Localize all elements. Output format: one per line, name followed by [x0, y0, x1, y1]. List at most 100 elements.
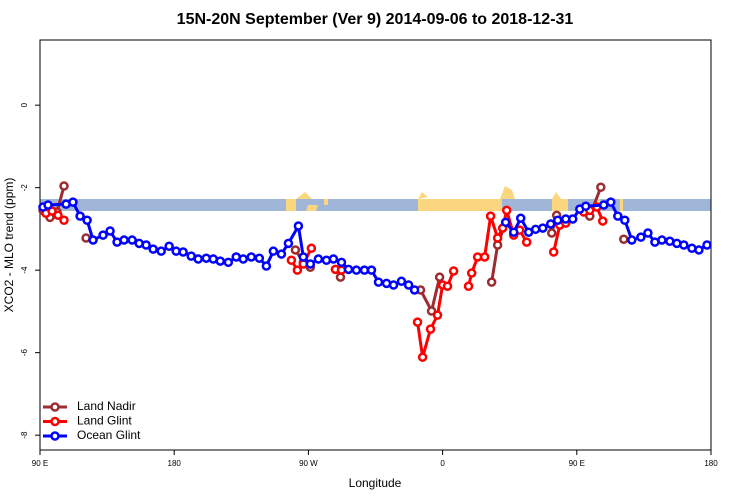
- legend-marker: [50, 416, 60, 427]
- data-point: [261, 261, 272, 271]
- chart-title: 15N-20N September (Ver 9) 2014-09-06 to …: [177, 11, 574, 28]
- data-point: [75, 211, 85, 221]
- y-tick-label: -8: [20, 431, 29, 439]
- data-point: [620, 215, 630, 226]
- data-point: [366, 265, 377, 275]
- data-point: [68, 197, 78, 207]
- data-point: [545, 219, 556, 229]
- x-axis-label: Longitude: [349, 476, 402, 490]
- data-point: [546, 228, 557, 238]
- data-point: [485, 211, 496, 221]
- x-tick-label: 90 E: [32, 459, 48, 468]
- data-point: [53, 210, 63, 221]
- y-axis-label: XCO2 - MLO trend (ppm): [2, 178, 16, 313]
- data-point: [156, 246, 166, 256]
- data-point: [286, 255, 297, 266]
- data-point: [254, 253, 265, 263]
- legend-marker: [50, 431, 60, 441]
- data-point: [141, 240, 151, 250]
- legend-label: Land Glint: [77, 414, 132, 428]
- x-tick-label: 0: [440, 459, 445, 468]
- x-tick-label: 90 E: [569, 459, 585, 468]
- data-point: [606, 197, 616, 207]
- data-point: [412, 317, 423, 327]
- data-point: [501, 205, 512, 216]
- data-point: [246, 252, 257, 262]
- data-point: [596, 182, 606, 193]
- legend-label: Ocean Glint: [77, 428, 141, 442]
- data-point: [193, 254, 203, 264]
- data-point: [657, 235, 667, 245]
- data-point: [627, 235, 637, 245]
- y-tick-label: -4: [20, 266, 29, 274]
- legend-label: Land Nadir: [77, 399, 136, 413]
- data-point: [328, 254, 339, 264]
- y-tick-label: -6: [20, 349, 29, 357]
- data-point: [298, 252, 309, 262]
- data-point: [276, 249, 287, 259]
- x-tick-label: 180: [168, 459, 182, 468]
- data-point: [164, 241, 174, 251]
- y-tick-label: 0: [20, 102, 29, 107]
- land-ocean-strip: [40, 186, 711, 211]
- data-point: [292, 265, 303, 275]
- data-point: [313, 254, 324, 264]
- data-point: [306, 243, 317, 254]
- x-tick-label: 90 W: [299, 459, 318, 468]
- data-point: [425, 324, 436, 334]
- y-tick-label: -2: [20, 184, 29, 192]
- data-point: [580, 201, 591, 211]
- data-point: [479, 252, 490, 262]
- data-point: [127, 235, 137, 245]
- x-tick-label: 180: [704, 459, 718, 468]
- data-point: [679, 240, 689, 250]
- data-point: [426, 306, 437, 316]
- data-point: [223, 257, 234, 268]
- data-point: [463, 281, 474, 291]
- data-point: [305, 259, 316, 269]
- data-point: [466, 268, 477, 278]
- data-point: [268, 246, 279, 256]
- data-point: [290, 245, 301, 255]
- data-point: [694, 245, 704, 255]
- data-point: [343, 264, 354, 275]
- data-point: [702, 240, 712, 250]
- data-point: [515, 213, 526, 223]
- data-point: [409, 285, 420, 295]
- data-point: [283, 238, 294, 249]
- data-point: [215, 256, 226, 266]
- data-point: [508, 227, 519, 237]
- data-point: [293, 221, 304, 231]
- data-point: [548, 247, 559, 257]
- data-point: [619, 234, 629, 244]
- data-point: [88, 235, 98, 245]
- data-point: [238, 254, 248, 264]
- data-point: [486, 277, 497, 287]
- data-point: [82, 215, 92, 226]
- data-point: [492, 233, 503, 243]
- data-point: [59, 181, 69, 191]
- data-point: [403, 280, 414, 290]
- data-point: [448, 266, 459, 276]
- data-point: [568, 214, 578, 224]
- data-point: [373, 277, 384, 287]
- data-point: [552, 215, 563, 226]
- data-point: [105, 226, 115, 236]
- data-point: [432, 310, 443, 320]
- data-point: [442, 281, 453, 291]
- data-point: [434, 272, 445, 282]
- data-point: [119, 235, 129, 245]
- data-point: [178, 247, 188, 257]
- data-point: [538, 223, 548, 233]
- data-point: [597, 216, 608, 226]
- data-point: [396, 276, 407, 287]
- data-point: [521, 237, 532, 247]
- data-point: [59, 215, 69, 226]
- data-point: [351, 265, 362, 275]
- data-point: [417, 352, 428, 362]
- data-point: [530, 224, 541, 235]
- data-point: [613, 211, 623, 221]
- data-point: [388, 280, 399, 290]
- data-point: [47, 206, 57, 216]
